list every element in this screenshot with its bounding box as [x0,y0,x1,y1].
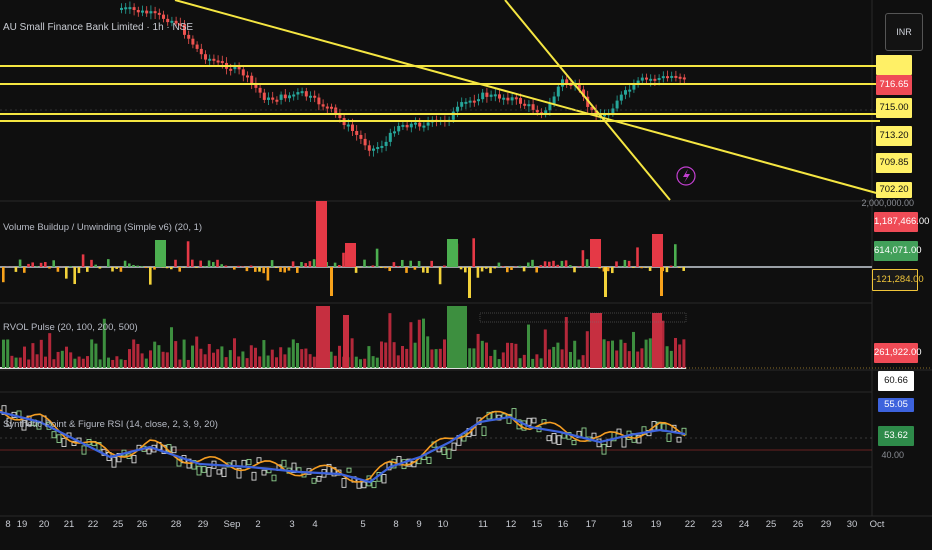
time-axis-label: 3 [289,519,295,530]
time-axis-label: 4 [312,519,318,530]
rsi-pane[interactable] [0,405,872,489]
volume-badge-neg: -121,284.00 [872,269,924,291]
time-axis-label: Oct [869,519,885,530]
time-axis-label: 25 [112,519,124,530]
rvol-indicator-label[interactable]: RVOL Pulse (20, 100, 200, 500) [3,322,138,333]
time-axis-label: 28 [170,519,182,530]
volume-indicator-label[interactable]: Volume Buildup / Unwinding (Simple v6) (… [3,222,203,233]
time-axis-label: 30 [846,519,858,530]
price-badge: 716.65 [876,75,912,95]
time-axis-label: 23 [711,519,723,530]
time-axis-label: 11 [478,519,488,530]
price-tick-3: 709.85 [876,153,912,173]
time-axis-label: 16 [557,519,569,530]
price-highlight-box [876,55,912,75]
time-axis-label: 18 [621,519,633,530]
rsi-badge-blue: 55.05 [878,398,914,412]
time-axis-label: 5 [360,519,366,530]
price-pane[interactable] [0,0,932,517]
time-axis-label: 15 [531,519,543,530]
price-tick-2: 713.20 [876,126,912,146]
time-axis-label: 9 [416,519,422,530]
rsi-axis-bottom: 40.00 [881,450,904,460]
time-axis-label: 19 [650,519,662,530]
time-axis-label: 22 [684,519,696,530]
rsi-indicator-label[interactable]: Synthetic Point & Figure RSI (14, close,… [3,419,218,430]
time-axis-label: 8 [393,519,399,530]
time-axis-label: 2 [255,519,261,530]
chart-title: AU Small Finance Bank Limited · 1h · NSE [3,22,194,33]
currency-selector[interactable]: INR [885,13,923,51]
time-axis-label: 24 [738,519,750,530]
volume-axis-top: 2,000,000.00 [861,198,914,208]
time-axis-label: 29 [197,519,209,530]
time-axis-label: 26 [136,519,148,530]
rsi-badge-green: 53.62 [878,426,914,446]
rvol-pane[interactable] [0,306,932,369]
volume-badge-up: 1,187,466.00 [874,212,929,232]
time-axis-label: 19 [16,519,28,530]
time-axis-label: 8 [5,519,11,530]
rvol-badge: 261,922.00 [874,343,922,363]
time-axis-label: 25 [765,519,777,530]
time-axis-label: 21 [63,519,75,530]
price-tick-1: 715.00 [876,98,912,118]
time-axis-label: 17 [585,519,597,530]
time-axis-label: 22 [87,519,99,530]
time-axis-label: 26 [792,519,804,530]
time-axis-label: 29 [820,519,832,530]
time-axis-label: Sep [223,519,241,530]
volume-pane[interactable] [0,201,872,298]
time-axis-label: 12 [505,519,517,530]
volume-badge-mid: 614,071.00 [874,241,922,261]
lightning-icon[interactable] [676,166,696,186]
time-axis-label: 10 [437,519,449,530]
trendlines[interactable] [0,0,881,201]
rsi-badge-white: 60.66 [878,371,914,391]
price-tick-4: 702.20 [876,182,912,198]
time-axis-label: 20 [38,519,50,530]
